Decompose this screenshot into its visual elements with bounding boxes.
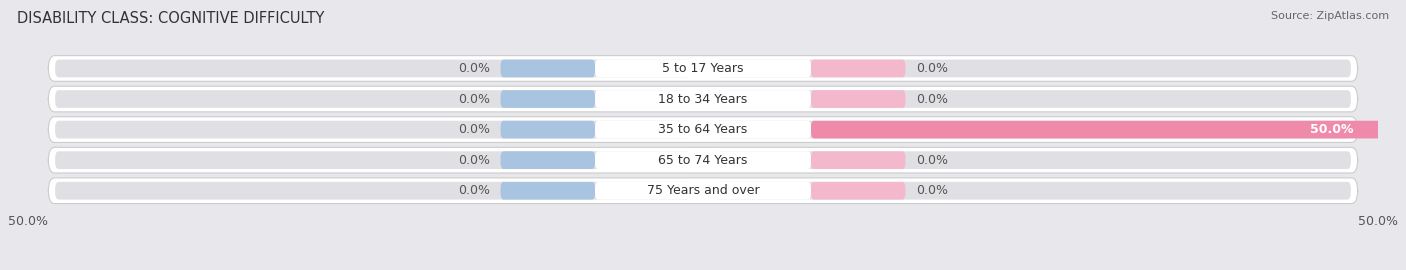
Text: 0.0%: 0.0%: [458, 154, 489, 167]
FancyBboxPatch shape: [48, 56, 1358, 81]
FancyBboxPatch shape: [55, 60, 689, 77]
FancyBboxPatch shape: [717, 90, 1351, 108]
FancyBboxPatch shape: [595, 151, 811, 169]
FancyBboxPatch shape: [48, 147, 1358, 173]
FancyBboxPatch shape: [811, 151, 905, 169]
FancyBboxPatch shape: [595, 90, 811, 108]
Text: 0.0%: 0.0%: [917, 93, 948, 106]
Text: 50.0%: 50.0%: [1310, 123, 1354, 136]
FancyBboxPatch shape: [811, 182, 905, 200]
FancyBboxPatch shape: [595, 60, 811, 77]
FancyBboxPatch shape: [717, 151, 1351, 169]
Text: 65 to 74 Years: 65 to 74 Years: [658, 154, 748, 167]
Text: 0.0%: 0.0%: [458, 93, 489, 106]
FancyBboxPatch shape: [595, 182, 811, 200]
Text: 0.0%: 0.0%: [458, 184, 489, 197]
FancyBboxPatch shape: [55, 121, 689, 139]
FancyBboxPatch shape: [811, 121, 1406, 139]
FancyBboxPatch shape: [501, 151, 595, 169]
Text: 5 to 17 Years: 5 to 17 Years: [662, 62, 744, 75]
Text: 0.0%: 0.0%: [917, 154, 948, 167]
Text: 18 to 34 Years: 18 to 34 Years: [658, 93, 748, 106]
Text: 0.0%: 0.0%: [458, 123, 489, 136]
FancyBboxPatch shape: [48, 117, 1358, 143]
FancyBboxPatch shape: [501, 182, 595, 200]
Text: 0.0%: 0.0%: [917, 184, 948, 197]
Text: 75 Years and over: 75 Years and over: [647, 184, 759, 197]
FancyBboxPatch shape: [717, 60, 1351, 77]
Legend: Male, Female: Male, Female: [640, 266, 766, 270]
FancyBboxPatch shape: [501, 90, 595, 108]
FancyBboxPatch shape: [55, 182, 689, 200]
FancyBboxPatch shape: [501, 60, 595, 77]
FancyBboxPatch shape: [717, 121, 1351, 139]
Text: DISABILITY CLASS: COGNITIVE DIFFICULTY: DISABILITY CLASS: COGNITIVE DIFFICULTY: [17, 11, 325, 26]
FancyBboxPatch shape: [48, 178, 1358, 204]
FancyBboxPatch shape: [55, 90, 689, 108]
FancyBboxPatch shape: [55, 151, 689, 169]
Text: 35 to 64 Years: 35 to 64 Years: [658, 123, 748, 136]
FancyBboxPatch shape: [717, 182, 1351, 200]
Text: 0.0%: 0.0%: [458, 62, 489, 75]
FancyBboxPatch shape: [811, 90, 905, 108]
Text: Source: ZipAtlas.com: Source: ZipAtlas.com: [1271, 11, 1389, 21]
FancyBboxPatch shape: [501, 121, 595, 139]
Text: 0.0%: 0.0%: [917, 62, 948, 75]
FancyBboxPatch shape: [595, 121, 811, 139]
FancyBboxPatch shape: [811, 60, 905, 77]
FancyBboxPatch shape: [48, 86, 1358, 112]
